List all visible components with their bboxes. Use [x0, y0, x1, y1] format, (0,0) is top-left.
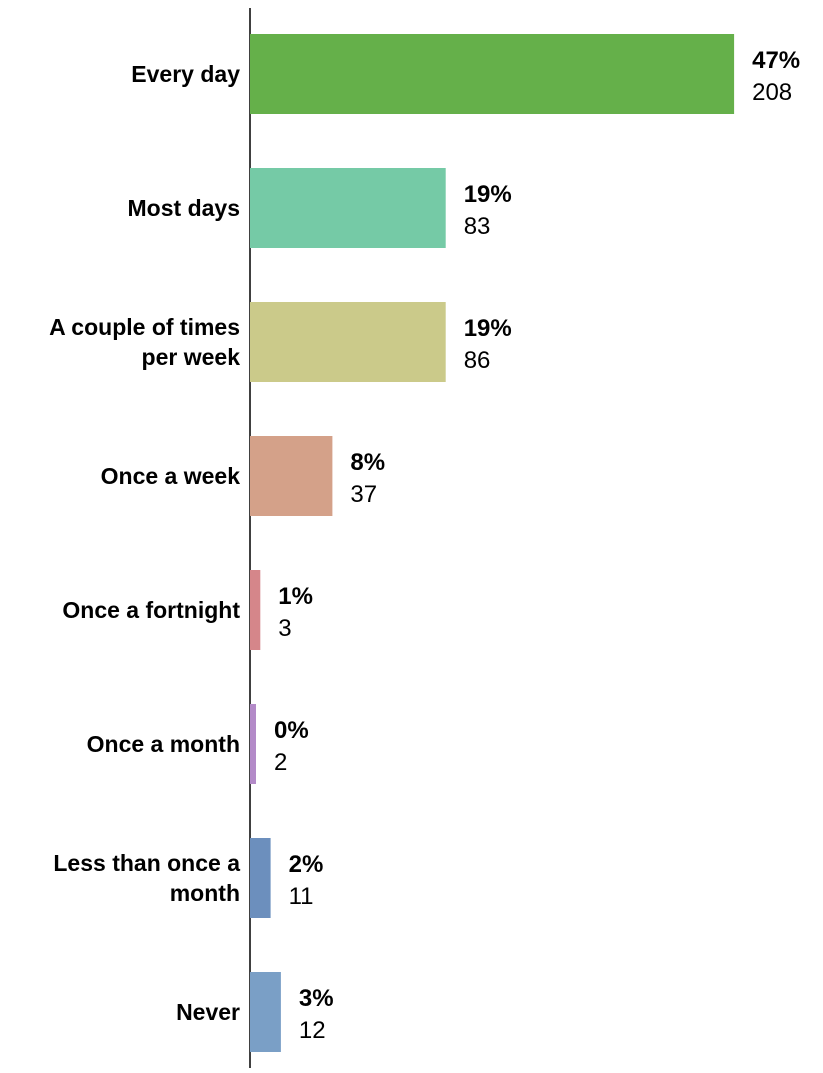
- count-label: 2: [274, 749, 287, 776]
- percent-label: 19%: [464, 181, 512, 208]
- percent-label: 19%: [464, 315, 512, 342]
- count-label: 11: [289, 883, 314, 910]
- bar: [250, 838, 271, 918]
- category-label: Never: [176, 999, 240, 1025]
- count-label: 12: [299, 1017, 326, 1044]
- bar: [250, 168, 446, 248]
- bar: [250, 570, 261, 650]
- count-label: 208: [752, 79, 792, 106]
- percent-label: 47%: [752, 47, 800, 74]
- bar: [250, 704, 256, 784]
- category-label: Once a month: [87, 731, 240, 757]
- percent-label: 8%: [350, 449, 385, 476]
- category-label: month: [170, 880, 240, 906]
- bar: [250, 972, 281, 1052]
- bar: [250, 302, 446, 382]
- category-label: A couple of times: [49, 314, 240, 340]
- category-label: Most days: [128, 195, 240, 221]
- percent-label: 2%: [289, 851, 324, 878]
- category-label: Less than once a: [53, 850, 240, 876]
- bar: [250, 436, 333, 516]
- category-label: Every day: [131, 61, 240, 87]
- count-label: 3: [278, 615, 291, 642]
- category-label: Once a week: [101, 463, 241, 489]
- count-label: 83: [464, 213, 491, 240]
- category-label: per week: [142, 344, 241, 370]
- percent-label: 0%: [274, 717, 309, 744]
- count-label: 86: [464, 347, 491, 374]
- count-label: 37: [350, 481, 377, 508]
- bar: [250, 34, 735, 114]
- percent-label: 3%: [299, 985, 334, 1012]
- category-label: Once a fortnight: [62, 597, 240, 623]
- percent-label: 1%: [278, 583, 313, 610]
